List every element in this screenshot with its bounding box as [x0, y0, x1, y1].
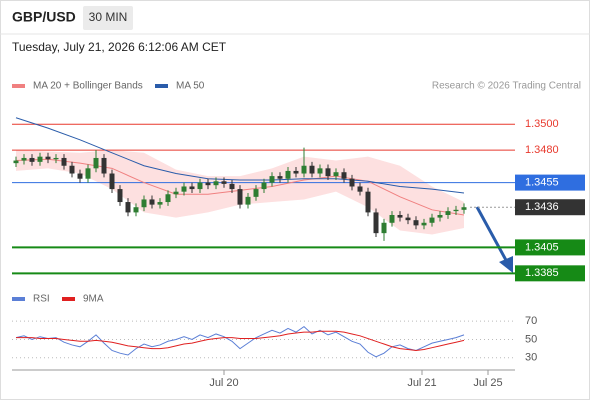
candle-body — [157, 202, 163, 205]
forecast-arrow — [475, 206, 509, 263]
candle-body — [413, 220, 419, 226]
candle-body — [389, 215, 395, 223]
candle-body — [269, 176, 275, 183]
candle-body — [237, 189, 243, 205]
level-label: 1.3455 — [525, 176, 559, 188]
candle-body — [309, 165, 315, 174]
candle-body — [205, 182, 211, 186]
level-label: 1.3500 — [525, 118, 559, 130]
candle-body — [325, 168, 331, 177]
candle-body — [165, 194, 171, 203]
candle-body — [285, 170, 291, 179]
candle-body — [277, 176, 283, 179]
x-tick-label: Jul 20 — [209, 377, 238, 389]
candle-body — [221, 181, 227, 184]
level-label-box — [515, 174, 585, 191]
candle-body — [341, 172, 347, 179]
candle-body — [261, 182, 267, 190]
candle-body — [333, 172, 339, 177]
chart-title: GBP/USD — [12, 9, 76, 25]
candle-body — [109, 173, 115, 190]
candle-body — [437, 215, 443, 218]
note: Research © 2026 Trading Central — [432, 81, 581, 92]
level-label: 1.3385 — [525, 267, 559, 279]
level-label: 1.3436 — [525, 201, 559, 213]
candle-body — [397, 215, 403, 218]
level-label: 1.3405 — [525, 241, 559, 253]
level-label: 1.3480 — [525, 144, 559, 156]
candle-body — [13, 160, 19, 164]
candle-body — [229, 183, 235, 190]
candle-body — [85, 168, 91, 179]
candle-body — [125, 202, 131, 213]
candle-body — [37, 156, 43, 162]
legend-label: 9MA — [83, 294, 104, 305]
candle-body — [405, 217, 411, 221]
candle-body — [21, 157, 27, 161]
candle-body — [381, 222, 387, 234]
candle-body — [69, 165, 75, 174]
candle-body — [133, 207, 139, 213]
candle-body — [373, 212, 379, 234]
y-tick-label: 30 — [525, 352, 537, 364]
candle-body — [357, 186, 363, 192]
candle-body — [253, 189, 259, 197]
candle-body — [421, 222, 427, 226]
candle-body — [301, 165, 307, 174]
forecast-arrowhead — [499, 256, 513, 273]
candle-body — [429, 217, 435, 223]
timeframe-box — [83, 6, 133, 30]
candle-body — [149, 199, 155, 205]
candle-body — [117, 189, 123, 203]
y-tick-label: 70 — [525, 315, 537, 327]
rsi-line — [15, 326, 465, 358]
candle-body — [181, 186, 187, 192]
candle-body — [245, 196, 251, 205]
level-label-box — [515, 239, 585, 256]
subtitle: Tuesday, July 21, 2026 6:12:06 AM CET — [12, 40, 227, 54]
candle-body — [349, 178, 355, 187]
y-tick-label: 50 — [525, 333, 537, 345]
candle-body — [53, 157, 59, 160]
candle-body — [189, 186, 195, 190]
legend-label: MA 50 — [176, 81, 205, 92]
candle-body — [173, 191, 179, 195]
candle-body — [61, 157, 67, 166]
level-label-box — [515, 199, 585, 216]
legend-label: RSI — [33, 294, 50, 305]
candle-body — [213, 181, 219, 186]
candle-body — [77, 173, 83, 179]
rsi-line — [16, 330, 465, 351]
candle-body — [445, 211, 451, 215]
candle-body — [101, 157, 107, 174]
candle-body — [29, 157, 35, 162]
candle-body — [453, 209, 459, 212]
candle-body — [141, 199, 147, 208]
x-tick-label: Jul 25 — [473, 377, 502, 389]
candle-body — [45, 156, 51, 160]
x-tick-label: Jul 21 — [407, 377, 436, 389]
ma-line — [15, 117, 465, 194]
timeframe: 30 MIN — [89, 10, 128, 24]
candle-body — [197, 182, 203, 190]
level-label-box — [515, 265, 585, 282]
candle-body — [293, 170, 299, 174]
legend-label: MA 20 + Bollinger Bands — [33, 81, 143, 92]
candle-body — [461, 207, 467, 210]
candle-body — [365, 191, 371, 213]
candle-body — [93, 157, 99, 169]
candle-body — [317, 168, 323, 174]
